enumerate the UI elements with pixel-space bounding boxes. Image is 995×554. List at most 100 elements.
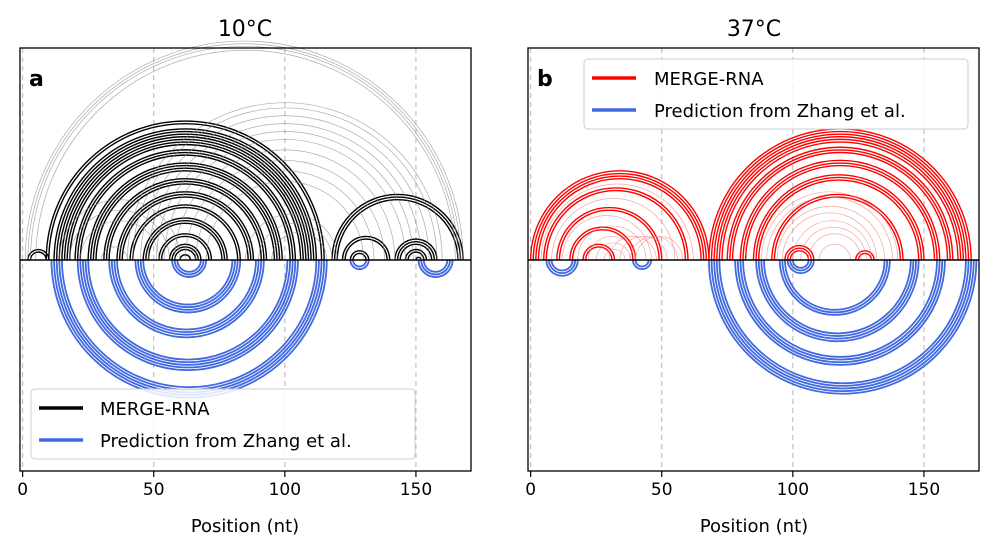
merge-rna-faint-arc (603, 249, 626, 261)
merge-rna-faint-arc (766, 196, 893, 261)
merge-rna-arc (558, 209, 660, 261)
merge-rna-arc (404, 248, 428, 261)
zhang-prediction-arc (84, 259, 291, 363)
zhang-prediction-arc (422, 259, 449, 273)
zhang-prediction-arc (173, 259, 205, 276)
plot-frame (19, 47, 472, 472)
zhang-prediction-arc (708, 259, 978, 395)
zhang-prediction-arc (171, 259, 208, 278)
merge-rna-arc (352, 252, 367, 261)
x-axis-label: Position (nt) (191, 516, 299, 537)
merge-rna-arc (105, 180, 265, 261)
zhang-prediction-arc (715, 259, 970, 387)
merge-rna-arc (333, 196, 462, 261)
merge-rna-arc (63, 138, 307, 261)
zhang-prediction-arc (139, 259, 236, 309)
merge-rna-arc (556, 206, 663, 261)
zhang-prediction-arc (718, 259, 967, 385)
merge-rna-arc (147, 222, 223, 261)
merge-rna-arc (742, 162, 938, 261)
zhang-prediction-arc (137, 259, 239, 311)
merge-rna-faint-arc (781, 212, 878, 261)
zhang-prediction-arc (634, 259, 650, 268)
zhang-prediction-arc (789, 259, 813, 272)
zhang-prediction-arc (108, 259, 265, 339)
panel-title: 10°C (218, 17, 272, 42)
merge-rna-faint-arc (540, 183, 694, 261)
zhang-prediction-arc (417, 259, 454, 278)
merge-rna-faint-arc (27, 43, 461, 261)
panel-label: a (29, 67, 44, 92)
merge-rna-faint-arc (577, 225, 647, 261)
legend-label-merge: MERGE-RNA (654, 69, 764, 90)
merge-rna-arc (331, 193, 464, 261)
merge-rna-arc (48, 123, 323, 261)
merge-rna-arc (716, 136, 964, 261)
merge-rna-faint-arc (205, 181, 364, 261)
merge-rna-arc (118, 194, 252, 261)
merge-rna-arc (755, 176, 923, 261)
zhang-prediction-arc (757, 259, 917, 340)
zhang-prediction-arc (352, 259, 368, 268)
merge-rna-arc (92, 167, 278, 261)
zhang-prediction-arc (113, 259, 260, 333)
zhang-prediction-arc (53, 259, 326, 396)
legend-label-zhang: Prediction from Zhang et al. (654, 101, 906, 122)
zhang-prediction-arc (176, 259, 202, 273)
merge-rna-arc (394, 238, 438, 261)
merge-rna-arc (582, 243, 616, 261)
x-tick-label: 0 (525, 480, 536, 500)
x-tick-label: 50 (651, 480, 673, 500)
merge-rna-arc (27, 248, 50, 261)
merge-rna-arc (132, 206, 239, 261)
merge-rna-arc (129, 204, 241, 261)
merge-rna-arc (158, 233, 213, 261)
merge-rna-arc (45, 120, 325, 261)
merge-rna-arc (53, 128, 317, 261)
merge-rna-arc (171, 246, 200, 261)
merge-rna-arc (95, 170, 276, 261)
merge-rna-faint-arc (140, 115, 430, 261)
merge-rna-faint-arc (776, 205, 885, 261)
legend-box (583, 58, 969, 130)
merge-rna-faint-arc (69, 210, 170, 261)
panel-title: 37°C (727, 17, 781, 42)
merge-rna-arc (752, 174, 925, 261)
merge-rna-faint-arc (174, 149, 396, 261)
merge-rna-arc (90, 165, 281, 261)
panel-label: b (537, 67, 553, 92)
zhang-prediction-arc (631, 259, 653, 270)
merge-rna-arc (718, 138, 962, 261)
x-tick-label: 100 (777, 480, 809, 500)
merge-rna-faint-arc (595, 242, 631, 261)
merge-rna-arc (66, 141, 304, 261)
merge-rna-faint-arc (100, 246, 128, 261)
x-ticks: 0 50 100 150 (525, 471, 940, 500)
merge-rna-faint-arc (792, 220, 872, 261)
merge-rna-arc (87, 162, 283, 261)
merge-rna-faint-arc (163, 139, 406, 261)
merge-rna-faint-arc (271, 232, 328, 261)
zhang-prediction-arc (142, 259, 234, 306)
merge-rna-arc (174, 248, 197, 261)
zhang-prediction-arc (420, 259, 451, 276)
merge-rna-arc (76, 151, 294, 261)
merge-rna-arc (789, 250, 810, 261)
zhang-prediction-arc (545, 259, 579, 277)
merge-rna-arc (569, 226, 637, 261)
merge-rna-faint-arc (800, 226, 867, 261)
x-tick-label: 50 (143, 480, 165, 500)
zhang-prediction-arc (548, 259, 577, 275)
merge-rna-arc (584, 246, 613, 261)
zhang-prediction-arc (134, 259, 242, 314)
merge-rna-arc (729, 149, 951, 261)
merge-rna-arc (56, 131, 315, 261)
merge-rna-arc (58, 133, 312, 261)
merge-rna-arc (571, 229, 634, 261)
merge-rna-arc (713, 133, 967, 261)
merge-rna-arc (537, 178, 702, 261)
merge-rna-arc (535, 175, 705, 261)
x-ticks: 0 50 100 150 (17, 471, 432, 500)
legend-label-merge: MERGE-RNA (100, 399, 210, 420)
